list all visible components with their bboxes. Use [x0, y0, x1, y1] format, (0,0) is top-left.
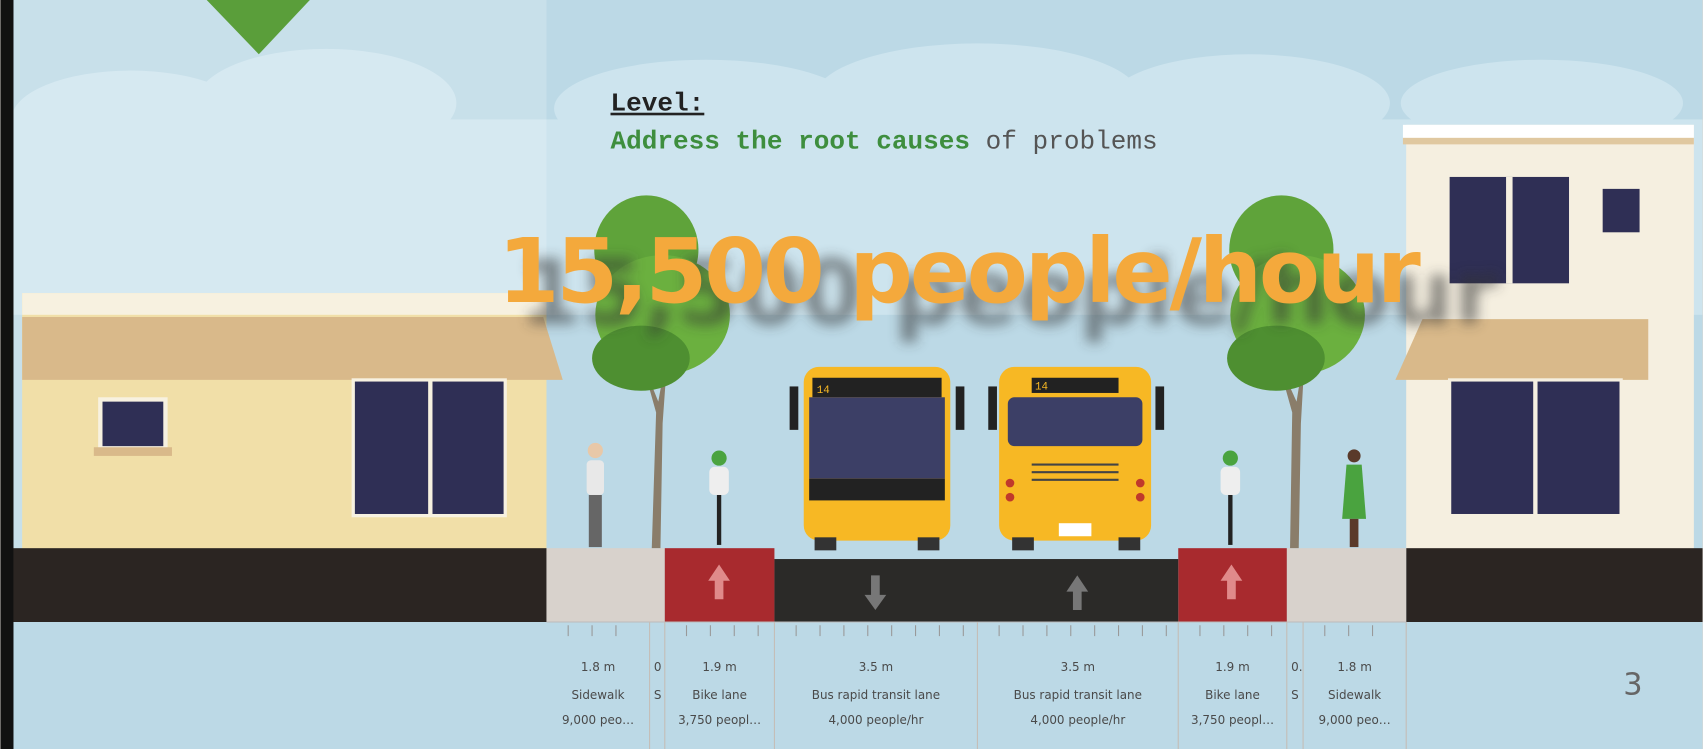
segment-name: Bike lane	[692, 688, 747, 702]
segment-name: S	[654, 688, 662, 702]
lane-arrows	[864, 575, 1089, 611]
segment-width: 1.8 m	[1337, 660, 1371, 674]
right-building	[1395, 124, 1694, 554]
segment-capacity: 9,000 peo…	[1319, 713, 1391, 727]
segment-width: 0.	[1291, 660, 1302, 674]
bus: 14	[789, 366, 965, 551]
segment-labels: 1.8 m Sidewalk 9,000 peo… 0 S 1.9 m Bike lane 3…	[546, 621, 1407, 749]
bus: 14	[988, 366, 1165, 551]
cyclist	[1220, 450, 1241, 545]
cyclist	[709, 450, 729, 545]
segment-width: 1.9 m	[702, 660, 736, 674]
sidewalk	[546, 548, 665, 622]
segment-capacity: 4,000 people/hr	[828, 713, 923, 727]
segment-capacity: 3,750 peopl…	[1191, 713, 1274, 727]
tree	[1227, 195, 1365, 549]
lane-arrows	[708, 564, 1243, 600]
sidewalk	[1286, 548, 1407, 622]
segment-name: Bus rapid transit lane	[1014, 688, 1142, 702]
bus-sign: 14	[1035, 382, 1048, 394]
curb-left	[13, 548, 547, 622]
segment-width: 1.9 m	[1215, 660, 1249, 674]
level-label: Level:	[611, 89, 705, 119]
segment-name: S	[1291, 688, 1299, 702]
bus-lanes	[774, 559, 1179, 622]
page-number: 3	[1623, 668, 1642, 703]
segment-width: 3.5 m	[1061, 660, 1095, 674]
bus-sign: 14	[817, 385, 830, 397]
pedestrian	[586, 442, 605, 548]
curb-right	[1406, 548, 1703, 622]
segment-width: 0	[654, 660, 662, 674]
pedestrian	[1342, 449, 1367, 548]
segment-capacity: 4,000 people/hr	[1030, 713, 1125, 727]
overlay-shadow: 15,500 people/hour	[519, 240, 1498, 344]
left-edge	[0, 0, 14, 749]
heading-emphasis: Address the root causes	[611, 127, 971, 157]
segment-name: Bus rapid transit lane	[812, 688, 940, 702]
segment-name: Bike lane	[1205, 688, 1260, 702]
segment-width: 3.5 m	[859, 660, 893, 674]
segment-width: 1.8 m	[581, 660, 615, 674]
left-building	[22, 293, 563, 554]
heading-rest: of problems	[986, 127, 1158, 157]
segment-capacity: 3,750 peopl…	[678, 713, 761, 727]
overlay-text: 15,500 people/hour	[498, 219, 1421, 323]
heading: Address the root causes of problems	[611, 127, 1158, 157]
tree	[592, 195, 730, 549]
segment-name: Sidewalk	[1328, 688, 1381, 702]
segment-capacity: 9,000 peo…	[562, 713, 634, 727]
marker-triangle	[206, 0, 310, 55]
segment-name: Sidewalk	[571, 688, 624, 702]
